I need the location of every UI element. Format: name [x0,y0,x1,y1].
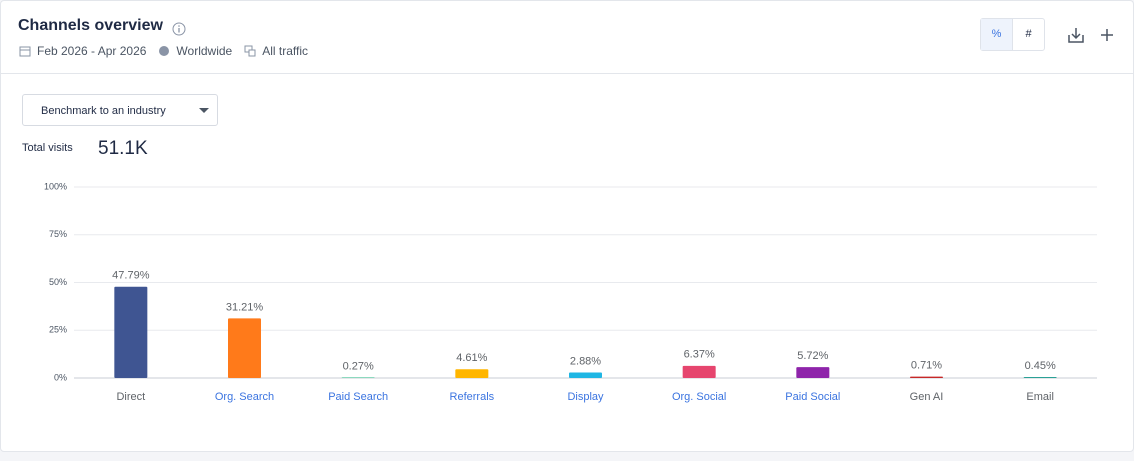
dropdown-caret [199,108,209,113]
chart: 0% 25% 50% 75% 100% Direct 47.79% Org. Search 31… [44,181,1097,403]
bar [341,377,375,378]
bar [569,372,602,378]
download-icon[interactable] [1067,26,1085,44]
x-tick-label: Paid Search [328,391,388,403]
bar [455,369,489,378]
subtitle: Feb 2026 - Apr 2026 Worldwide All traffi… [19,44,314,58]
y-tick-label: 0% [54,372,67,382]
region[interactable]: Worldwide [176,44,233,58]
x-tick-label: Paid Social [785,391,840,403]
value-label: 47.79% [112,270,150,282]
toggle-group: % # [980,18,1045,51]
bar [682,365,716,378]
value-label: 4.61% [456,352,487,364]
value-label: 0.45% [1025,360,1056,372]
value-label: 6.37% [684,349,715,361]
header: Channels overview Feb 2026 - Apr 2026 Wo… [1,1,1133,74]
y-tick-label: 25% [49,325,67,335]
total-visits-label: Total visits [22,142,73,154]
value-label: 0.71% [911,360,942,372]
toggle-count[interactable]: # [1025,28,1032,40]
value-label: 0.27% [343,360,374,372]
bar [796,367,830,378]
value-label: 31.21% [226,301,264,313]
x-tick-label: Referrals [450,391,495,403]
calendar-icon [19,46,31,57]
toggle-percent[interactable]: % [981,19,1013,50]
bar [114,286,148,378]
x-tick-label: Direct [116,391,145,403]
traffic-icon [244,45,256,57]
globe-icon [159,46,170,56]
value-label: 2.88% [570,355,601,367]
info-icon[interactable] [172,22,186,36]
add-icon[interactable] [1099,27,1115,43]
title: Channels overview [18,17,163,34]
bar [228,318,261,378]
y-tick-label: 75% [49,229,67,239]
dropdown-label: Benchmark to an industry [41,105,166,117]
total-visits-value: 51.1K [98,138,148,159]
traffic[interactable]: All traffic [262,44,309,58]
date-range[interactable]: Feb 2026 - Apr 2026 [37,44,147,58]
x-tick-label: Email [1026,391,1054,403]
bar [910,376,943,378]
x-tick-label: Org. Social [672,391,726,403]
value-label: 5.72% [797,350,828,362]
y-tick-label: 100% [44,181,67,191]
bar [1023,377,1057,378]
x-tick-label: Org. Search [215,391,274,403]
x-tick-label: Display [567,391,604,403]
dropdown[interactable]: Benchmark to an industry [22,94,218,126]
x-tick-label: Gen AI [910,391,944,403]
y-tick-label: 50% [49,277,67,287]
